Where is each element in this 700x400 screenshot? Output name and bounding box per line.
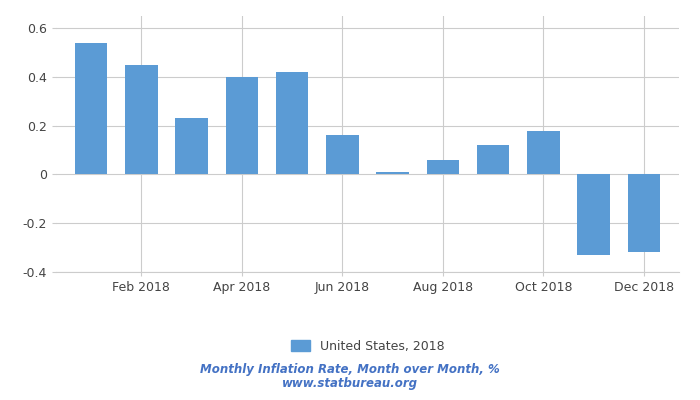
Text: Monthly Inflation Rate, Month over Month, %: Monthly Inflation Rate, Month over Month… — [200, 364, 500, 376]
Bar — [527, 130, 560, 174]
Legend: United States, 2018: United States, 2018 — [286, 334, 449, 358]
Bar — [477, 145, 510, 174]
Bar — [326, 136, 358, 174]
Bar — [175, 118, 208, 174]
Bar — [578, 174, 610, 255]
Text: www.statbureau.org: www.statbureau.org — [282, 378, 418, 390]
Bar — [377, 172, 409, 174]
Bar — [225, 77, 258, 174]
Bar — [276, 72, 309, 174]
Bar — [125, 65, 158, 174]
Bar — [426, 160, 459, 174]
Bar — [75, 43, 108, 174]
Bar — [627, 174, 660, 252]
